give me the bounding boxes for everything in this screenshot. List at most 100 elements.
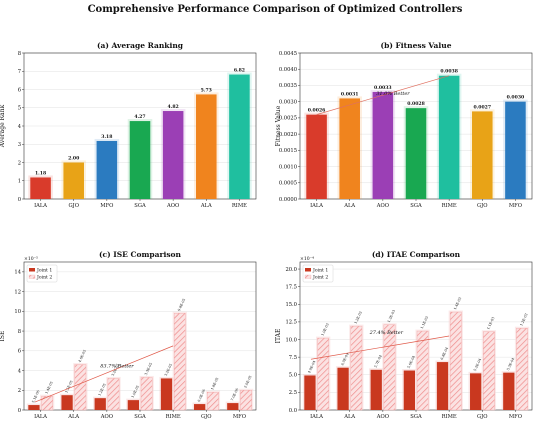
x-tick-label: IALA bbox=[34, 203, 47, 209]
bar-joint-1 bbox=[436, 362, 449, 410]
panel-title: (a) Average Ranking bbox=[97, 41, 184, 50]
bar bbox=[472, 111, 493, 199]
bar-joint-1 bbox=[403, 370, 415, 410]
value-label: 1.2E-03 bbox=[387, 309, 396, 323]
value-label: 1.4E-05 bbox=[44, 381, 53, 395]
bar-joint-1 bbox=[127, 400, 139, 410]
panel-title: (b) Fitness Value bbox=[381, 41, 452, 50]
x-tick-label: RIME bbox=[232, 203, 247, 209]
trend-line bbox=[316, 75, 450, 115]
x-tick-label: GJO bbox=[477, 414, 487, 420]
bar-joint-2 bbox=[41, 395, 54, 411]
data-label: 0.0033 bbox=[374, 85, 392, 91]
y-tick-label: 0.0035 bbox=[279, 83, 297, 89]
y-tick-label: 7.5 bbox=[289, 355, 297, 361]
bar-joint-2 bbox=[74, 364, 87, 411]
value-label: 6.0E-04 bbox=[340, 352, 349, 366]
trend-line bbox=[310, 335, 450, 360]
y-tick-label: 15.0 bbox=[285, 302, 297, 308]
bar-joint-2 bbox=[173, 313, 186, 411]
bar bbox=[229, 74, 250, 199]
data-label: 6.82 bbox=[234, 68, 245, 74]
bar bbox=[196, 94, 217, 199]
data-label: 0.0028 bbox=[407, 101, 425, 107]
bar bbox=[306, 114, 327, 199]
y-tick-label: 17.5 bbox=[285, 284, 297, 290]
bar-joint-2 bbox=[207, 392, 219, 411]
bar-joint-2 bbox=[449, 311, 462, 411]
value-label: 3.2E-05 bbox=[111, 363, 120, 377]
panel-c: (c) ISE Comparison 0 2 4 6 8 10 12 14 ISE ×10⁻⁵ IAL… bbox=[0, 250, 257, 420]
bar-joint-1 bbox=[503, 372, 515, 410]
x-tick-label: MFO bbox=[509, 414, 522, 420]
y-axis-label: Average Rank bbox=[0, 104, 6, 148]
bar-joint-1 bbox=[337, 367, 349, 410]
x-tick-label: ALA bbox=[343, 203, 355, 209]
y-tick-label: 8 bbox=[18, 329, 21, 335]
legend-swatch bbox=[305, 268, 311, 272]
figure-title: Comprehensive Performance Comparison of … bbox=[88, 4, 463, 15]
y-tick-label: 10.0 bbox=[285, 337, 297, 343]
x-tick-label: IALA bbox=[310, 203, 323, 209]
x-tick-label: RIME bbox=[166, 414, 181, 420]
y-tick-label: 0.0015 bbox=[279, 148, 297, 154]
bar bbox=[339, 98, 360, 199]
x-tick-label: MFO bbox=[509, 203, 522, 209]
x-tick-label: MFO bbox=[100, 203, 113, 209]
bar-joint-1 bbox=[94, 398, 106, 410]
value-label: 1.2E-05 bbox=[98, 383, 107, 397]
x-tick-label: AOO bbox=[100, 414, 113, 420]
y-tick-label: 0.0020 bbox=[279, 132, 297, 138]
panel-d: (d) ITAE Comparison 0.0 2.5 5.0 7.5 10.0 12.5 1… bbox=[275, 250, 533, 420]
value-label: 7.0E-06 bbox=[230, 388, 239, 402]
value-label: 4.9E-04 bbox=[307, 360, 316, 374]
y-tick-label: 0.0030 bbox=[279, 99, 297, 105]
y-tick-label: 0.0000 bbox=[279, 197, 297, 203]
x-tick-label: GJO bbox=[68, 203, 78, 209]
x-tick-label: AOO bbox=[166, 203, 179, 209]
y-tick-label: 14 bbox=[14, 270, 21, 276]
bar bbox=[30, 177, 51, 199]
value-label: 6.0E-06 bbox=[197, 389, 206, 403]
x-tick-label: SGA bbox=[134, 203, 146, 209]
y-axis-label: Fitness Value bbox=[275, 105, 282, 146]
value-label: 1.5E-05 bbox=[64, 380, 73, 394]
value-label: 1.4E-03 bbox=[453, 297, 462, 311]
value-label: 1.1E-03 bbox=[486, 316, 495, 330]
value-label: 1.8E-05 bbox=[210, 377, 219, 391]
data-label: 1.18 bbox=[35, 170, 46, 176]
x-tick-label: IALA bbox=[310, 414, 323, 420]
bar bbox=[405, 108, 427, 199]
x-tick-label: RIME bbox=[442, 203, 457, 209]
legend-swatch bbox=[304, 274, 312, 279]
data-label: 4.82 bbox=[168, 104, 179, 110]
y-tick-label: 12 bbox=[14, 289, 21, 295]
legend-label: Joint 1 bbox=[36, 268, 52, 274]
y-tick-label: 6 bbox=[18, 87, 21, 93]
bar-joint-2 bbox=[350, 325, 363, 411]
panel-b: (b) Fitness Value 0.0000 0.0005 0.0010 0.001… bbox=[275, 41, 533, 209]
bar-joint-1 bbox=[160, 378, 173, 410]
y-axis-label: ITAE bbox=[275, 329, 282, 344]
bar-joint-2 bbox=[107, 378, 120, 411]
value-label: 1.1E-03 bbox=[420, 316, 429, 330]
legend-swatch bbox=[29, 268, 35, 272]
data-label: 0.0030 bbox=[507, 95, 525, 101]
y-tick-label: 10 bbox=[14, 309, 21, 315]
y-tick-label: 5 bbox=[18, 106, 21, 112]
value-label: 3.2E-05 bbox=[164, 363, 173, 377]
bar bbox=[129, 121, 151, 199]
data-label: 5.73 bbox=[201, 87, 212, 93]
data-label: 3.18 bbox=[101, 134, 112, 140]
bar-joint-2 bbox=[383, 324, 396, 411]
bar-joint-2 bbox=[416, 330, 429, 411]
data-label: 2.00 bbox=[68, 156, 79, 162]
y-tick-label: 0.0005 bbox=[279, 181, 297, 187]
data-label: 0.0027 bbox=[473, 104, 491, 110]
value-label: 9.8E-05 bbox=[177, 298, 186, 312]
bar-joint-2 bbox=[483, 331, 495, 411]
x-tick-label: AOO bbox=[376, 414, 389, 420]
y-tick-label: 2 bbox=[18, 388, 21, 394]
value-label: 1.0E-05 bbox=[131, 385, 140, 399]
